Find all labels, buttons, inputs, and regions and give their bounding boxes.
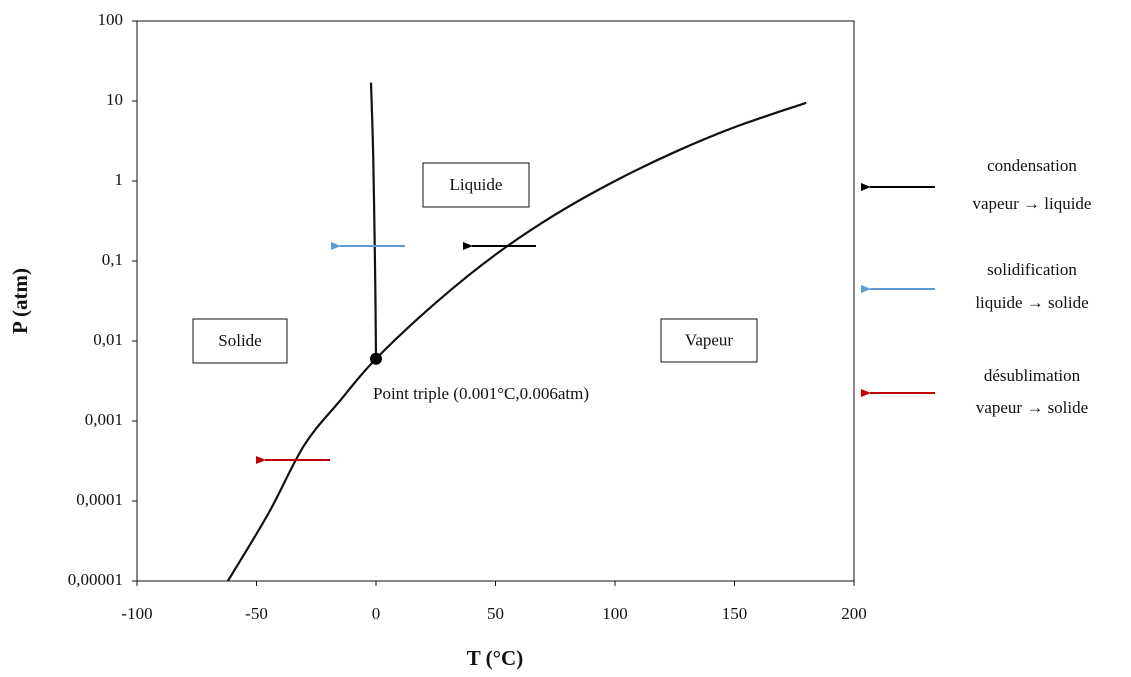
legend-detail: vapeur → solide bbox=[976, 398, 1088, 417]
triple-point bbox=[370, 352, 383, 365]
plot-frame bbox=[136, 20, 855, 582]
x-tick-label: 50 bbox=[487, 604, 504, 623]
x-tick-label: 0 bbox=[372, 604, 381, 623]
y-tick-label: 0,0001 bbox=[76, 490, 123, 509]
x-axis-title: T (°C) bbox=[467, 646, 523, 670]
phase-curve bbox=[226, 101, 807, 582]
region-box bbox=[192, 318, 288, 364]
y-tick-label: 100 bbox=[98, 10, 124, 29]
region-label: Vapeur bbox=[685, 330, 733, 349]
y-axis-title: P (atm) bbox=[8, 268, 32, 334]
region-box bbox=[660, 318, 758, 363]
x-tick-label: -50 bbox=[245, 604, 268, 623]
legend-name: désublimation bbox=[984, 366, 1081, 385]
y-tick-label: 10 bbox=[106, 90, 123, 109]
legend-name: solidification bbox=[987, 260, 1077, 279]
y-tick-label: 1 bbox=[115, 170, 124, 189]
legend-name: condensation bbox=[987, 156, 1077, 175]
legend-detail: vapeur → liquide bbox=[973, 194, 1092, 213]
x-tick-label: -100 bbox=[121, 604, 152, 623]
region-box bbox=[422, 162, 530, 208]
x-tick-label: 150 bbox=[722, 604, 748, 623]
region-label: Liquide bbox=[450, 175, 503, 194]
y-tick-label: 0,00001 bbox=[68, 570, 123, 589]
y-tick-label: 0,001 bbox=[85, 410, 123, 429]
y-tick-label: 0,1 bbox=[102, 250, 123, 269]
legend-detail: liquide → solide bbox=[975, 293, 1088, 312]
triple-point-label: Point triple (0.001°C,0.006atm) bbox=[373, 384, 589, 403]
x-tick-label: 100 bbox=[602, 604, 628, 623]
x-tick-label: 200 bbox=[841, 604, 867, 623]
region-label: Solide bbox=[218, 331, 261, 350]
y-tick-label: 0,01 bbox=[93, 330, 123, 349]
phase-curve bbox=[369, 82, 378, 359]
